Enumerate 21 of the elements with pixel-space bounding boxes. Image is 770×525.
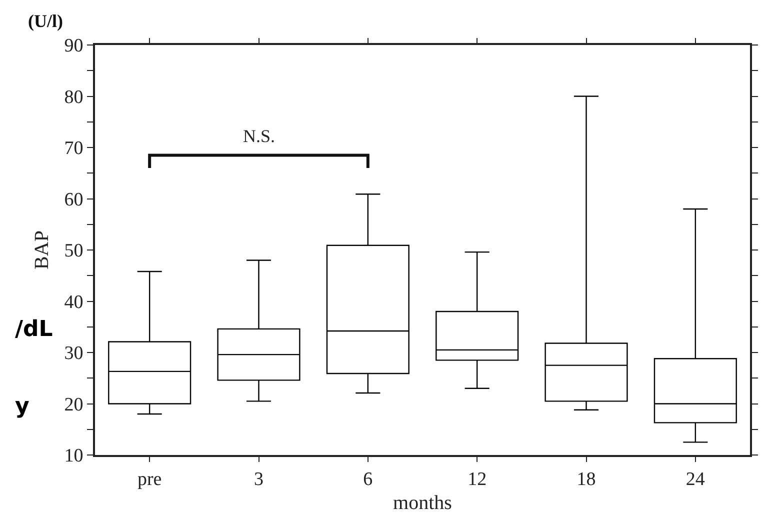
y-tick-label: 50: [64, 240, 84, 262]
x-tick-label: 18: [576, 468, 596, 490]
x-axis-title: months: [393, 492, 452, 514]
y-axis-title: BAP: [31, 230, 54, 270]
text: (U/l): [28, 11, 63, 31]
y-tick-label: 30: [64, 343, 84, 364]
y-tick-label: 80: [64, 86, 84, 108]
text: y: [15, 394, 30, 419]
annotation: N.S.: [243, 126, 276, 146]
y-tick-label: 60: [64, 189, 84, 210]
text: /dL: [15, 317, 53, 342]
x-tick-label: 3: [254, 468, 264, 490]
y-tick-label: 10: [64, 446, 84, 467]
y-tick-label: 40: [64, 292, 84, 313]
y-tick-label: 70: [64, 138, 84, 160]
x-tick-label: pre: [137, 468, 162, 490]
x-tick-label: 6: [363, 468, 373, 490]
y-tick-label: 90: [64, 36, 84, 57]
x-tick-label: 24: [686, 468, 706, 490]
y-tick-label: 20: [64, 394, 84, 416]
x-tick-label: 12: [468, 468, 487, 490]
